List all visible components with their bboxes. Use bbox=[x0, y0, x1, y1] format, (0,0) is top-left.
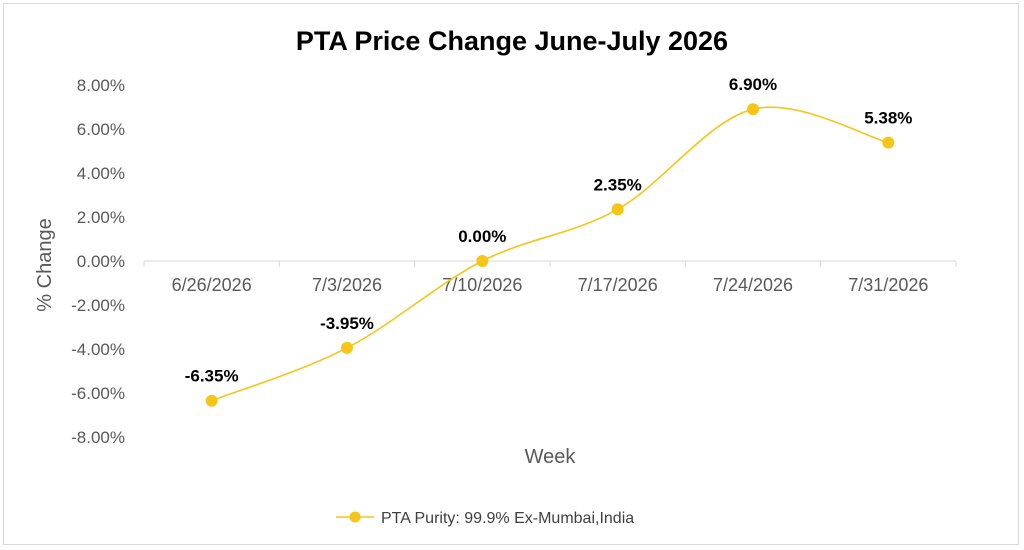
legend-label: PTA Purity: 99.9% Ex-Mumbai,India bbox=[381, 510, 634, 527]
y-tick-label: 0.00% bbox=[77, 252, 125, 271]
x-tick-label: 7/3/2026 bbox=[312, 275, 382, 295]
data-label: -3.95% bbox=[320, 314, 374, 333]
y-tick-label: -8.00% bbox=[71, 428, 125, 447]
x-tick-label: 7/24/2026 bbox=[713, 275, 793, 295]
x-tick-label: 7/17/2026 bbox=[578, 275, 658, 295]
y-tick-label: 2.00% bbox=[77, 208, 125, 227]
legend-marker-swatch bbox=[349, 511, 361, 523]
data-label: -6.35% bbox=[185, 367, 239, 386]
y-tick-label: -4.00% bbox=[71, 340, 125, 359]
y-tick-label: -2.00% bbox=[71, 296, 125, 315]
data-point bbox=[882, 136, 895, 149]
data-point bbox=[747, 103, 759, 116]
data-point bbox=[476, 255, 489, 267]
data-label: 2.35% bbox=[594, 175, 642, 194]
data-label: 6.90% bbox=[729, 75, 777, 94]
plot-area: 8.00% 6.00% 4.00% 2.00% 0.00% -2.00% -4.00% -6.… bbox=[71, 75, 957, 447]
data-point bbox=[205, 394, 218, 407]
data-label: 0.00% bbox=[458, 227, 506, 246]
x-tick-label: 6/26/2026 bbox=[172, 275, 252, 295]
data-point bbox=[341, 341, 353, 354]
legend: PTA Purity: 99.9% Ex-Mumbai,India bbox=[336, 510, 634, 527]
x-tick-label: 7/10/2026 bbox=[442, 275, 522, 295]
line-chart: PTA Price Change June-July 2026 % Change… bbox=[34, 26, 957, 527]
data-point bbox=[611, 203, 624, 216]
y-tick-label: 6.00% bbox=[77, 120, 125, 139]
x-axis-label: Week bbox=[525, 446, 577, 468]
data-label: 5.38% bbox=[864, 109, 912, 128]
series-line bbox=[211, 106, 889, 402]
y-tick-label: 8.00% bbox=[77, 76, 125, 95]
y-axis-label: % Change bbox=[34, 218, 56, 311]
chart-frame: PTA Price Change June-July 2026 % Change… bbox=[3, 3, 1019, 545]
y-tick-label: -6.00% bbox=[71, 384, 125, 403]
chart-title: PTA Price Change June-July 2026 bbox=[296, 26, 728, 56]
x-tick-label: 7/31/2026 bbox=[848, 275, 928, 295]
y-tick-label: 4.00% bbox=[77, 164, 125, 183]
